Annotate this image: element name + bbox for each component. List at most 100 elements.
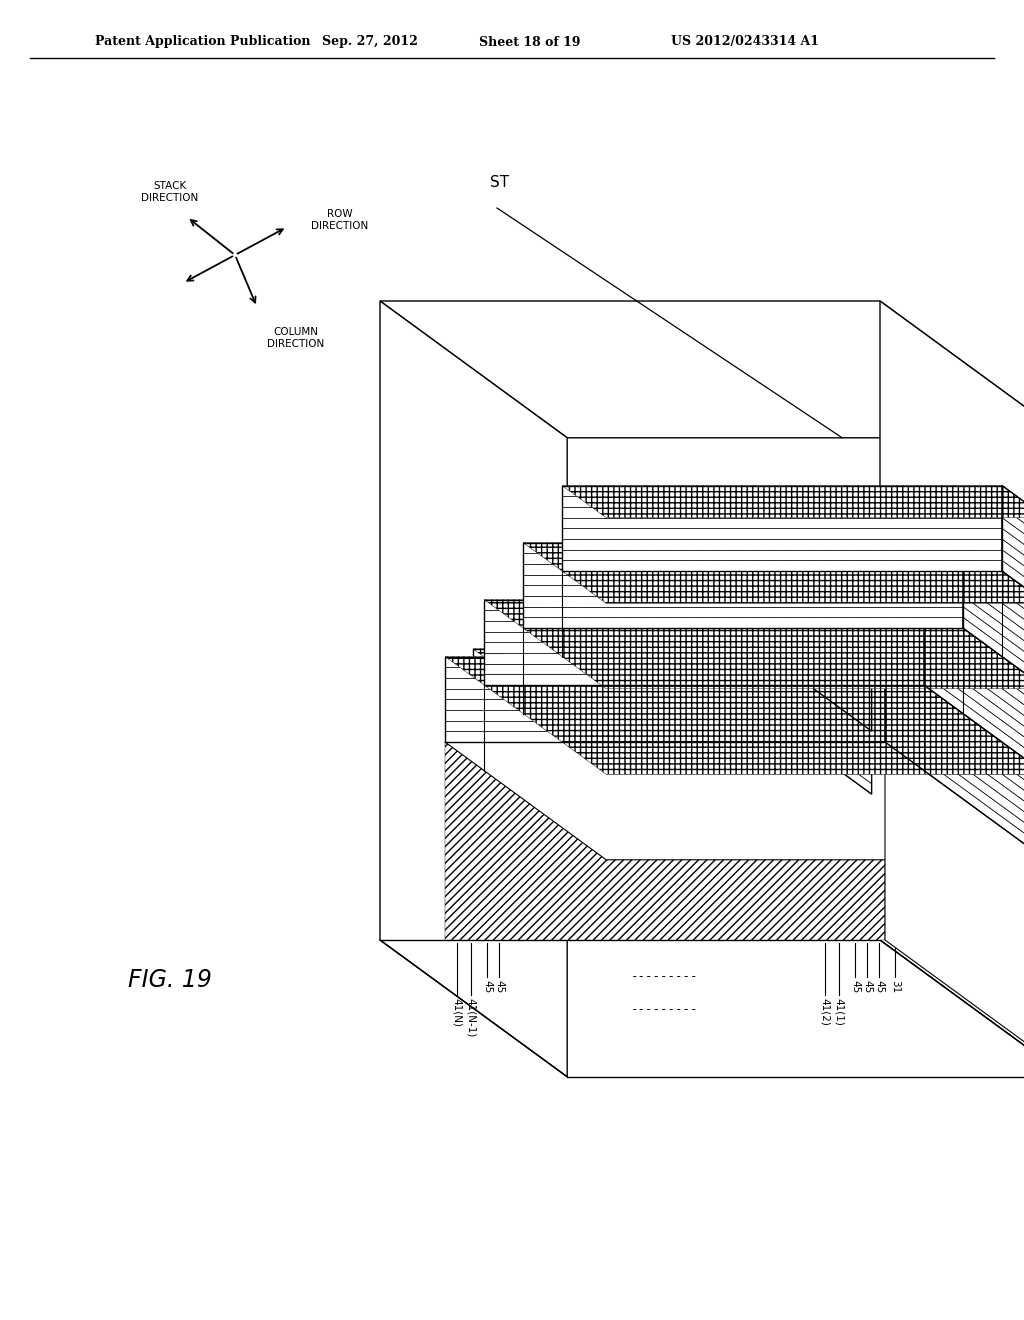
Polygon shape <box>473 690 759 701</box>
Polygon shape <box>445 656 1024 775</box>
Polygon shape <box>924 631 1024 731</box>
Polygon shape <box>787 648 871 721</box>
Polygon shape <box>484 675 924 685</box>
Polygon shape <box>885 667 1024 796</box>
Polygon shape <box>787 627 871 700</box>
Polygon shape <box>445 656 885 667</box>
Polygon shape <box>759 701 871 795</box>
Polygon shape <box>523 618 963 628</box>
Polygon shape <box>380 301 1024 438</box>
Polygon shape <box>963 574 1024 645</box>
Text: 45: 45 <box>850 979 860 993</box>
Polygon shape <box>484 643 924 653</box>
Polygon shape <box>473 648 871 731</box>
Polygon shape <box>562 486 1002 496</box>
Polygon shape <box>484 653 924 664</box>
Polygon shape <box>562 560 1002 572</box>
Text: ROW
DIRECTION: ROW DIRECTION <box>311 209 369 231</box>
Polygon shape <box>523 607 963 618</box>
Polygon shape <box>816 597 871 647</box>
Polygon shape <box>1002 549 1024 593</box>
Polygon shape <box>963 618 1024 689</box>
Polygon shape <box>473 680 759 690</box>
Polygon shape <box>562 507 1002 517</box>
Polygon shape <box>885 656 1024 785</box>
Text: 45: 45 <box>874 979 884 993</box>
Polygon shape <box>473 648 759 659</box>
Text: 31: 31 <box>890 979 900 993</box>
Polygon shape <box>445 742 885 940</box>
Polygon shape <box>523 595 963 607</box>
Polygon shape <box>445 731 885 742</box>
Polygon shape <box>963 607 1024 678</box>
Polygon shape <box>523 564 963 574</box>
Polygon shape <box>445 742 1024 859</box>
Polygon shape <box>562 539 1002 549</box>
Polygon shape <box>502 607 787 618</box>
Polygon shape <box>787 638 871 710</box>
Polygon shape <box>885 700 1024 828</box>
Text: ---------: --------- <box>631 1003 698 1016</box>
Polygon shape <box>963 564 1024 635</box>
Polygon shape <box>445 710 885 721</box>
Polygon shape <box>924 675 1024 775</box>
Polygon shape <box>880 301 1024 1077</box>
Polygon shape <box>530 565 871 605</box>
Polygon shape <box>885 678 1024 807</box>
Text: ---------: --------- <box>631 970 698 983</box>
Text: 41(2): 41(2) <box>820 998 830 1026</box>
Polygon shape <box>523 543 1024 603</box>
Polygon shape <box>759 659 871 752</box>
Polygon shape <box>502 618 787 627</box>
Text: STACK
DIRECTION: STACK DIRECTION <box>141 181 199 203</box>
Polygon shape <box>1002 507 1024 550</box>
Polygon shape <box>885 742 1024 1057</box>
Text: US 2012/0243314 A1: US 2012/0243314 A1 <box>671 36 819 49</box>
Text: 45: 45 <box>862 979 872 993</box>
Polygon shape <box>523 543 963 553</box>
Polygon shape <box>885 689 1024 817</box>
Polygon shape <box>1002 528 1024 572</box>
Polygon shape <box>816 565 871 615</box>
Polygon shape <box>523 574 963 585</box>
Polygon shape <box>484 610 924 620</box>
Polygon shape <box>924 643 1024 742</box>
Polygon shape <box>445 689 885 700</box>
Text: COLUMN
DIRECTION: COLUMN DIRECTION <box>267 327 325 348</box>
Polygon shape <box>445 700 885 710</box>
Polygon shape <box>963 553 1024 624</box>
Polygon shape <box>530 606 816 616</box>
Polygon shape <box>1002 539 1024 582</box>
Polygon shape <box>816 586 871 636</box>
Polygon shape <box>562 528 1002 539</box>
Polygon shape <box>562 486 1024 517</box>
Text: Sheet 18 of 19: Sheet 18 of 19 <box>479 36 581 49</box>
Polygon shape <box>523 585 963 595</box>
Polygon shape <box>885 710 1024 838</box>
Polygon shape <box>759 690 871 784</box>
Text: 45: 45 <box>494 979 504 993</box>
Polygon shape <box>445 721 885 731</box>
Polygon shape <box>759 648 871 742</box>
Polygon shape <box>759 680 871 774</box>
Text: 41(N): 41(N) <box>452 998 462 1027</box>
Polygon shape <box>502 648 787 659</box>
Polygon shape <box>1002 496 1024 539</box>
Polygon shape <box>924 610 1024 710</box>
Polygon shape <box>787 607 871 678</box>
Polygon shape <box>885 721 1024 849</box>
Polygon shape <box>924 664 1024 763</box>
Polygon shape <box>484 599 1024 689</box>
Polygon shape <box>473 659 759 669</box>
Polygon shape <box>530 597 816 606</box>
Polygon shape <box>924 653 1024 752</box>
Polygon shape <box>816 616 871 668</box>
Polygon shape <box>562 496 1002 507</box>
Polygon shape <box>562 517 1002 528</box>
Text: Patent Application Publication: Patent Application Publication <box>95 36 310 49</box>
Polygon shape <box>445 678 885 689</box>
Polygon shape <box>924 620 1024 721</box>
Polygon shape <box>885 731 1024 859</box>
Polygon shape <box>502 607 871 668</box>
Text: 41(1): 41(1) <box>834 998 844 1026</box>
